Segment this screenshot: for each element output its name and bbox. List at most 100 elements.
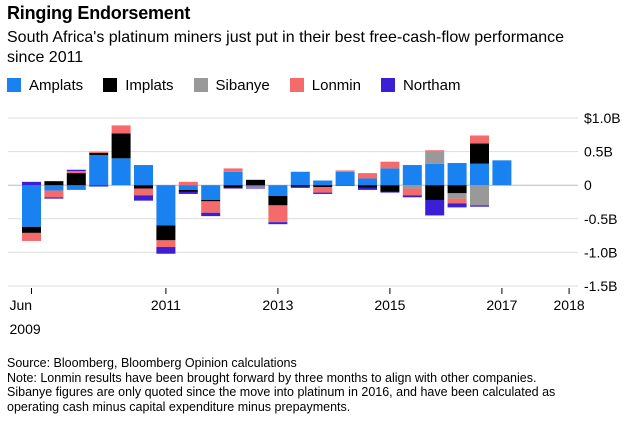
legend-item-lonmin: Lonmin (289, 76, 361, 94)
y-tick-label: -0.5B (584, 211, 617, 227)
bar-segment-lonmin (246, 186, 265, 188)
bar-segment-implats (156, 225, 176, 241)
bar-segment-amplats (313, 180, 333, 186)
legend-swatch (289, 78, 304, 92)
legend-label: Amplats (29, 76, 84, 94)
bar-segment-implats (134, 185, 153, 189)
legend-label: Sibanye (215, 76, 270, 94)
bar-segment-northam (313, 192, 333, 194)
bar-segment-northam (425, 199, 445, 216)
bar-segment-northam (402, 195, 422, 198)
bar-segment-lonmin (134, 188, 153, 196)
y-tick-label: -1.0B (584, 244, 617, 260)
bar-segment-amplats (380, 168, 400, 186)
bar-segment-northam (290, 186, 310, 188)
legend-swatch (103, 78, 118, 92)
bar-segment-lonmin (223, 168, 243, 172)
bar-segment-amplats (156, 185, 176, 226)
legend-label: Lonmin (311, 76, 361, 94)
bar-segment-amplats (425, 163, 445, 186)
grid-lines (8, 117, 578, 287)
bar-segment-amplats (402, 165, 422, 186)
bar-segment-northam (156, 247, 176, 254)
x-tick-label: 2017 (486, 297, 517, 313)
bar-segment-lonmin (89, 151, 109, 153)
chart-title: Ringing Endorsement (7, 3, 191, 23)
y-tick-label: $1.0B (584, 110, 621, 126)
bar-segment-sibanye (402, 185, 422, 189)
note-line-3: operating cash minus capital expenditure… (7, 399, 351, 414)
bar-segment-implats (89, 152, 109, 155)
bar-segment-sibanye (470, 185, 489, 206)
bar-segment-northam (246, 187, 265, 189)
bar-segment-amplats (111, 158, 131, 186)
bar-segment-amplats (358, 178, 377, 186)
source-note: Source: Bloomberg, Bloomberg Opinion cal… (7, 356, 297, 370)
bar-segment-lonmin (111, 125, 131, 134)
bar-segment-amplats (89, 154, 109, 186)
footer: Source: Bloomberg, Bloomberg Opinion cal… (7, 356, 627, 414)
bar-segment-amplats (470, 163, 489, 186)
bar-segment-implats (246, 179, 265, 186)
x-tick-label: Jun (10, 297, 33, 313)
y-tick-label: -1.5B (584, 278, 617, 294)
bar-segment-implats (470, 143, 489, 164)
bar-segment-northam (380, 191, 400, 193)
bar-segment-lonmin (425, 150, 445, 152)
bar-segment-amplats (223, 171, 243, 186)
bar-segment-implats (44, 181, 64, 186)
bar-segment-implats (313, 185, 333, 188)
bar-segment-lonmin (470, 135, 489, 144)
bar-segment-implats (290, 185, 310, 187)
legend-item-implats: Implats (103, 76, 174, 94)
bar-segment-implats (111, 133, 131, 159)
bar-segment-amplats (22, 185, 41, 227)
bar-segment-amplats (134, 165, 153, 186)
legend-label: Implats (125, 76, 174, 94)
legend-item-sibanye: Sibanye (193, 76, 270, 94)
bar-segment-lonmin (268, 205, 288, 223)
legend: Amplats Implats Sibanye Lonmin Northam (7, 76, 481, 94)
bar-segment-lonmin (44, 190, 64, 198)
bar-segment-sibanye (425, 151, 445, 164)
bar-segment-lonmin (178, 181, 198, 186)
bar-segment-northam (44, 197, 64, 199)
bar-segment-northam (223, 187, 243, 189)
legend-swatch (380, 78, 395, 92)
bar-segment-implats (66, 173, 86, 186)
bar-segment-lonmin (156, 240, 176, 248)
bar-segment-implats (425, 185, 445, 200)
bar-segment-northam (22, 181, 41, 186)
x-tick-label: 2015 (374, 297, 405, 313)
bar-segment-implats (358, 185, 377, 188)
x-tick-sublabel: 2009 (10, 321, 41, 337)
x-tick-label: 2011 (151, 297, 181, 313)
y-tick-label: 0 (584, 177, 592, 193)
legend-swatch (7, 78, 21, 92)
chart-subtitle: South Africa's platinum miners just put … (7, 29, 565, 66)
bar-segment-implats (223, 185, 243, 188)
bar-segment-lonmin (66, 171, 86, 174)
x-axis-tick-labels: Jun 2009 2011 2013 2015 2017 2018 (10, 288, 585, 337)
bar-segment-implats (380, 185, 400, 192)
bar-segment-amplats (44, 185, 64, 191)
bar-segment-lonmin (335, 170, 355, 172)
bar-segment-amplats (492, 160, 512, 186)
bar-segment-northam (268, 222, 288, 225)
bar-segment-amplats (201, 185, 221, 200)
bar-segment-lonmin (358, 173, 377, 179)
bar-segment-implats (178, 189, 198, 192)
bar-segment-northam (134, 195, 153, 201)
bar-segment-lonmin (313, 187, 333, 193)
bar-segment-northam (335, 185, 355, 186)
bars (22, 125, 512, 254)
bar-segment-amplats (66, 185, 86, 190)
bar-segment-amplats (447, 163, 467, 186)
bar-segment-northam (66, 169, 86, 172)
bar-segment-implats (22, 226, 41, 233)
x-tick-label: 2013 (262, 297, 293, 313)
bar-segment-lonmin (447, 198, 467, 204)
bar-segment-lonmin (201, 201, 221, 213)
bar-segment-amplats (268, 185, 288, 196)
x-tick-label: 2018 (554, 297, 585, 313)
